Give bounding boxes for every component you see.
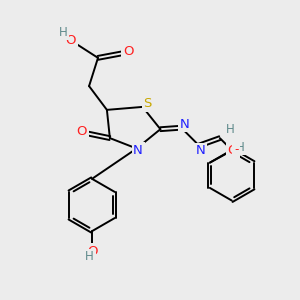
Text: O: O bbox=[65, 34, 76, 46]
Text: O: O bbox=[227, 144, 238, 157]
Text: N: N bbox=[133, 143, 143, 157]
Text: H: H bbox=[236, 141, 245, 154]
Text: -: - bbox=[234, 143, 238, 156]
Text: O: O bbox=[77, 125, 87, 138]
Text: N: N bbox=[179, 118, 189, 130]
Text: S: S bbox=[143, 97, 152, 110]
Text: O: O bbox=[123, 45, 134, 58]
Text: H: H bbox=[58, 26, 67, 38]
Text: H: H bbox=[226, 123, 235, 136]
Text: H: H bbox=[85, 250, 94, 263]
Text: N: N bbox=[196, 144, 206, 158]
Text: O: O bbox=[87, 244, 97, 258]
